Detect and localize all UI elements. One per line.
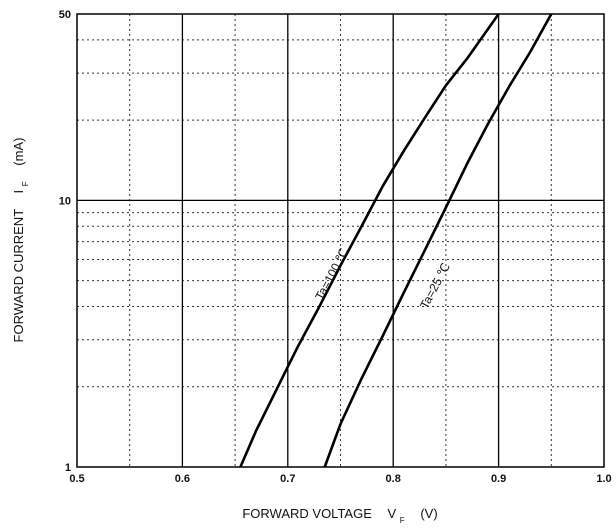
x-tick-label: 0.5 — [69, 473, 84, 485]
plot-frame — [76, 13, 605, 468]
x-axis-label: FORWARD VOLTAGE V F (V) — [242, 506, 437, 526]
curve-labels: Ta=100 ℃ Ta=25 ℃ — [312, 246, 453, 311]
y-tick-label: 50 — [59, 9, 71, 21]
x-tick-label: 0.6 — [175, 473, 190, 485]
series-line — [239, 13, 500, 468]
y-axis-label-subscript: F — [21, 181, 30, 186]
y-axis-label-main: FORWARD CURRENT — [11, 209, 26, 343]
y-tick-label: 1 — [65, 462, 71, 474]
x-tick-label: 0.7 — [280, 473, 295, 485]
minor-grid — [77, 14, 604, 467]
series-line — [323, 13, 553, 468]
tick-labels: 0.5 0.6 0.7 0.8 0.9 1.0 1 10 50 — [59, 9, 612, 485]
y-axis-label-symbol: I — [11, 190, 26, 194]
x-axis-label-main: FORWARD VOLTAGE — [242, 506, 372, 521]
x-axis-label-subscript: F — [400, 516, 405, 525]
y-axis-label-unit: (mA) — [11, 138, 26, 166]
major-grid — [77, 14, 604, 467]
x-axis-label-unit: (V) — [420, 506, 437, 521]
x-tick-label: 0.8 — [386, 473, 401, 485]
y-axis-label: FORWARD CURRENT I F (mA) — [11, 138, 31, 343]
x-tick-label: 0.9 — [491, 473, 506, 485]
y-tick-label: 10 — [59, 195, 71, 207]
series-label: Ta=100 ℃ — [312, 246, 351, 302]
series-label: Ta=25 ℃ — [417, 261, 453, 312]
x-axis-label-symbol: V — [388, 506, 397, 521]
x-tick-label: 1.0 — [596, 473, 611, 485]
series-layer — [239, 13, 553, 468]
